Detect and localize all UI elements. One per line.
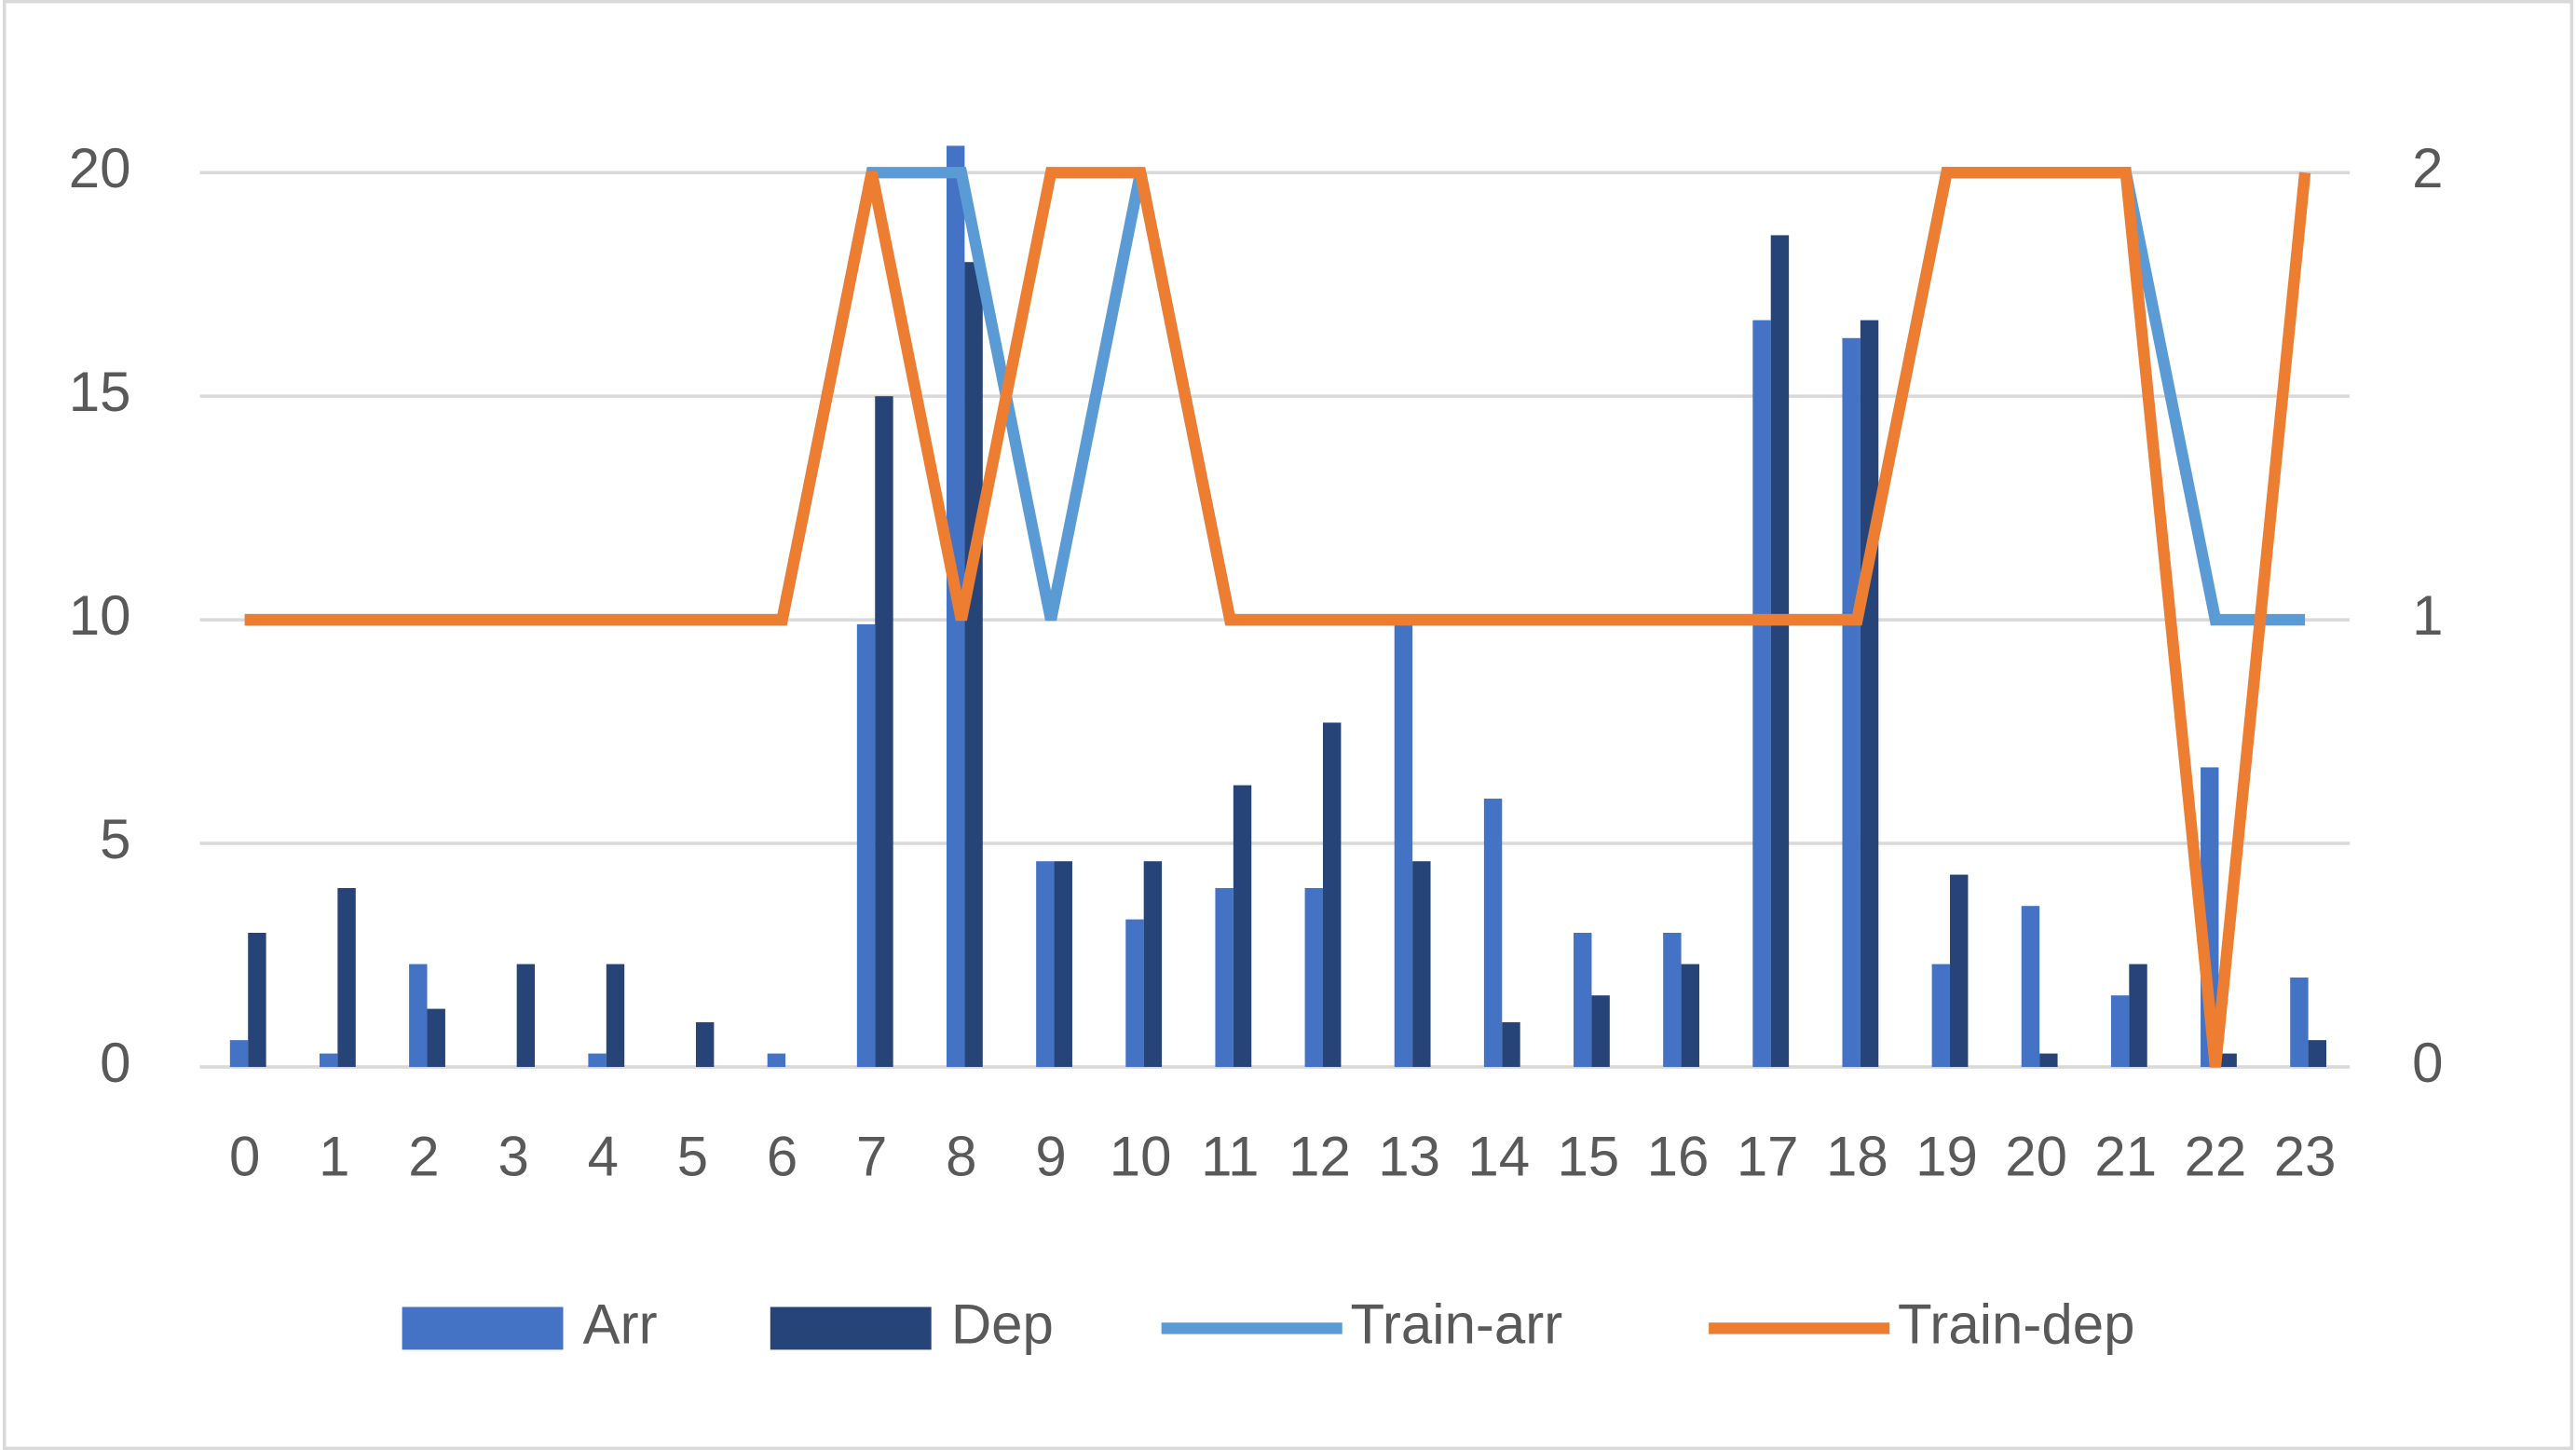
x-tick-label: 16 bbox=[1647, 1125, 1710, 1187]
bar bbox=[1950, 874, 1969, 1067]
x-tick-label: 5 bbox=[677, 1125, 708, 1187]
bar bbox=[1322, 722, 1342, 1067]
y-tick-label: 10 bbox=[69, 584, 131, 647]
y-tick-label: 5 bbox=[100, 808, 130, 870]
bar bbox=[319, 1053, 338, 1067]
x-tick-label: 8 bbox=[946, 1125, 976, 1187]
bar bbox=[856, 623, 876, 1067]
bar bbox=[409, 964, 428, 1067]
bar bbox=[1036, 861, 1055, 1067]
bar bbox=[2039, 1053, 2058, 1067]
bar bbox=[2129, 964, 2147, 1067]
legend-swatch bbox=[402, 1306, 564, 1350]
x-tick-label: 13 bbox=[1378, 1125, 1440, 1187]
bar bbox=[2218, 1053, 2237, 1067]
x-tick-label: 21 bbox=[2094, 1125, 2157, 1187]
x-tick-label: 22 bbox=[2185, 1125, 2247, 1187]
y-tick-label: 0 bbox=[100, 1032, 130, 1094]
x-tick-label: 19 bbox=[1915, 1125, 1978, 1187]
bar bbox=[1394, 623, 1413, 1067]
bar bbox=[248, 932, 266, 1067]
bar bbox=[1233, 785, 1252, 1067]
y-tick-label: 15 bbox=[69, 361, 131, 423]
bar bbox=[1412, 861, 1431, 1067]
x-tick-label: 3 bbox=[497, 1125, 528, 1187]
bar bbox=[1770, 235, 1790, 1067]
x-tick-label: 17 bbox=[1737, 1125, 1799, 1187]
x-tick-label: 15 bbox=[1558, 1125, 1620, 1187]
bar bbox=[427, 1008, 445, 1067]
bar bbox=[2308, 1040, 2327, 1067]
bar bbox=[767, 1053, 786, 1067]
bar bbox=[1663, 932, 1682, 1067]
bar bbox=[1860, 320, 1879, 1067]
bar bbox=[516, 964, 536, 1067]
x-tick-label: 18 bbox=[1826, 1125, 1888, 1187]
x-tick-label: 9 bbox=[1035, 1125, 1066, 1187]
line bbox=[244, 167, 2311, 1068]
x-tick-label: 2 bbox=[408, 1125, 439, 1187]
bar bbox=[606, 964, 625, 1067]
bar bbox=[229, 1040, 249, 1067]
legend-label: Train-dep bbox=[1898, 1293, 2134, 1355]
bar bbox=[588, 1053, 607, 1067]
bar bbox=[875, 396, 893, 1067]
bar bbox=[1215, 888, 1233, 1067]
bar bbox=[695, 1021, 715, 1067]
x-tick-label: 7 bbox=[856, 1125, 887, 1187]
x-tick-label: 14 bbox=[1467, 1125, 1530, 1187]
bar bbox=[2110, 995, 2130, 1067]
bar bbox=[964, 262, 983, 1067]
x-tick-label: 11 bbox=[1201, 1125, 1259, 1187]
x-tick-label: 0 bbox=[229, 1125, 260, 1187]
y2-tick-label: 2 bbox=[2412, 137, 2443, 199]
bar bbox=[1752, 320, 1771, 1067]
bar bbox=[1483, 799, 1503, 1067]
bar bbox=[2021, 906, 2040, 1067]
bar bbox=[1143, 861, 1163, 1067]
y2-tick-label: 0 bbox=[2412, 1032, 2443, 1094]
legend-swatch bbox=[770, 1306, 932, 1350]
x-tick-label: 10 bbox=[1110, 1125, 1172, 1187]
x-tick-label: 6 bbox=[767, 1125, 797, 1187]
x-tick-label: 20 bbox=[2005, 1125, 2067, 1187]
x-tick-label: 4 bbox=[588, 1125, 619, 1187]
bar bbox=[1842, 337, 1860, 1067]
bar bbox=[337, 888, 356, 1067]
bar bbox=[2290, 977, 2309, 1067]
x-tick-label: 1 bbox=[319, 1125, 349, 1187]
legend-label: Train-arr bbox=[1351, 1293, 1563, 1355]
bar bbox=[1574, 932, 1592, 1067]
bar bbox=[1681, 964, 1699, 1067]
bar bbox=[1304, 888, 1323, 1067]
legend-label: Dep bbox=[951, 1293, 1054, 1355]
bar bbox=[1502, 1021, 1520, 1067]
x-tick-label: 12 bbox=[1288, 1125, 1351, 1187]
y2-tick-label: 1 bbox=[2412, 584, 2443, 647]
bar bbox=[1591, 995, 1610, 1067]
y-tick-label: 20 bbox=[69, 137, 131, 199]
x-tick-label: 23 bbox=[2274, 1125, 2337, 1187]
bar bbox=[1931, 964, 1951, 1067]
bar bbox=[1125, 919, 1144, 1067]
legend-label: Arr bbox=[583, 1293, 658, 1355]
bar bbox=[1054, 861, 1072, 1067]
